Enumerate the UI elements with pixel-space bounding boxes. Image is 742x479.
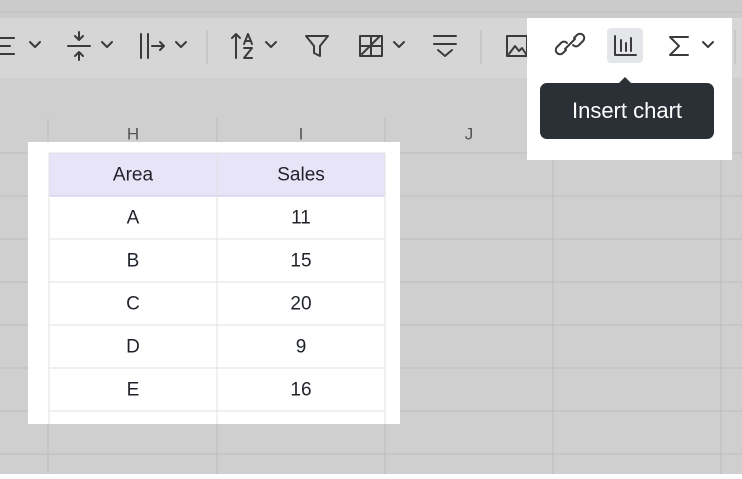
table-cell: A	[127, 208, 140, 229]
table-cell: B	[127, 251, 140, 272]
table-cell: 20	[290, 294, 311, 315]
table-cell: E	[127, 380, 140, 401]
table-cell: 16	[290, 380, 311, 401]
table-cell: 9	[296, 337, 307, 358]
filter-icon[interactable]	[305, 35, 329, 57]
sum-icon[interactable]	[669, 36, 689, 56]
column-header: J	[465, 124, 474, 143]
tooltip-text: Insert chart	[572, 98, 682, 123]
chevron[interactable]	[101, 41, 113, 48]
insert-chart-icon[interactable]	[614, 35, 637, 56]
chevron[interactable]	[29, 41, 41, 48]
chevron[interactable]	[702, 41, 714, 48]
sort-icon[interactable]	[231, 33, 253, 59]
table-header-cell: Sales	[277, 165, 325, 186]
chevron[interactable]	[393, 41, 405, 48]
chevron[interactable]	[175, 41, 187, 48]
chevron[interactable]	[265, 41, 277, 48]
table-cell: C	[126, 294, 140, 315]
top-strip	[0, 0, 742, 18]
table: Area Sales A 11 B 15 C 20 D 9 E 16	[48, 152, 386, 424]
table-cell: D	[126, 337, 140, 358]
table-cell: 15	[290, 251, 311, 272]
tooltip-arrow	[618, 77, 632, 84]
tooltip	[540, 83, 714, 139]
table-header-cell: Area	[113, 165, 154, 186]
freeze-icon[interactable]	[433, 35, 457, 57]
format-icon[interactable]	[359, 35, 383, 57]
align-icon[interactable]	[0, 37, 15, 55]
table-cell: 11	[291, 208, 311, 229]
wrap-icon[interactable]	[140, 33, 165, 59]
column-header: I	[299, 124, 304, 143]
column-header: H	[127, 124, 139, 143]
link-icon[interactable]	[554, 32, 586, 56]
valign-icon[interactable]	[67, 31, 91, 61]
